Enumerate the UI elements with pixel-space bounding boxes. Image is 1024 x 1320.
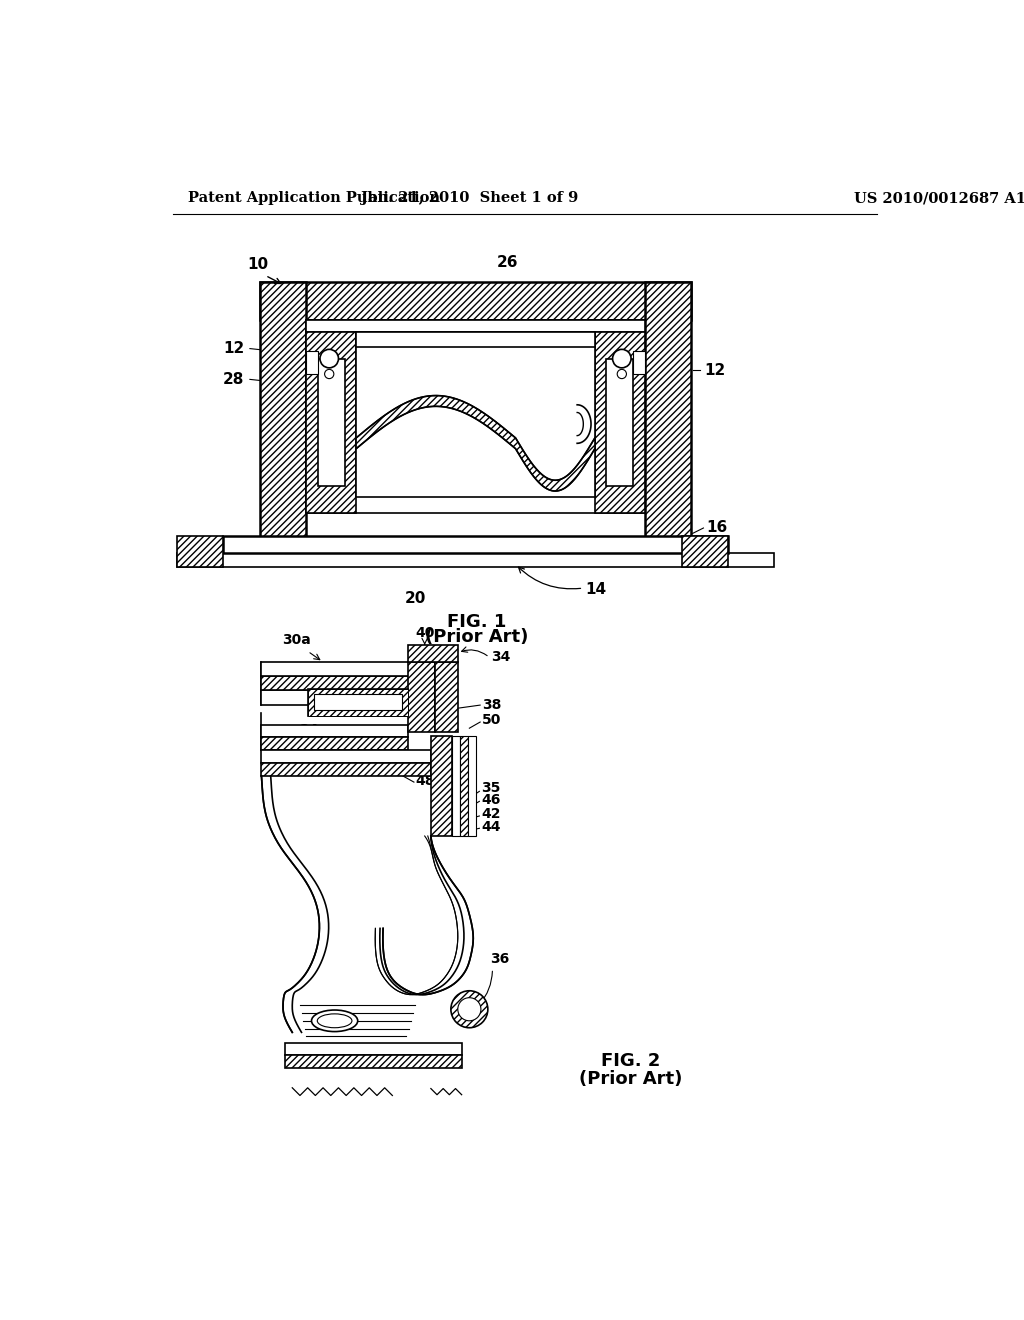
Text: Jan. 21, 2010  Sheet 1 of 9: Jan. 21, 2010 Sheet 1 of 9 (360, 191, 578, 206)
Bar (261, 663, 419, 676)
Text: US 2010/0012687 A1: US 2010/0012687 A1 (854, 191, 1024, 206)
Bar (453, 737, 460, 836)
Text: 10: 10 (247, 256, 268, 272)
Bar (408, 645, 458, 663)
Bar (306, 321, 645, 331)
Bar (261, 725, 408, 738)
Text: 20a: 20a (292, 746, 322, 760)
Circle shape (451, 991, 487, 1028)
Bar (306, 331, 356, 512)
Bar (307, 689, 408, 715)
Circle shape (325, 370, 334, 379)
Text: 36: 36 (490, 952, 509, 966)
Text: 50: 50 (481, 714, 501, 727)
Bar (595, 331, 645, 512)
Polygon shape (356, 396, 595, 491)
Text: 24a: 24a (300, 723, 329, 737)
Bar (435, 663, 458, 733)
Text: 28: 28 (223, 372, 245, 387)
Bar (177, 536, 223, 566)
Bar (356, 331, 595, 347)
Bar (261, 738, 408, 750)
Text: 14: 14 (585, 582, 606, 597)
Text: 12: 12 (223, 341, 245, 356)
Text: 16: 16 (707, 520, 728, 536)
Text: 12: 12 (705, 363, 725, 378)
Bar (261, 763, 431, 776)
Bar (260, 281, 691, 321)
Bar (313, 694, 401, 710)
Text: 38: 38 (481, 698, 501, 711)
Text: 22: 22 (608, 416, 630, 432)
Text: 42: 42 (481, 808, 501, 821)
Bar (431, 737, 453, 836)
Text: 48: 48 (416, 774, 435, 788)
Bar (285, 1043, 462, 1056)
Text: FIG. 1: FIG. 1 (447, 612, 507, 631)
Text: Patent Application Publication: Patent Application Publication (188, 191, 440, 206)
Bar (261, 690, 419, 705)
Bar (306, 321, 645, 512)
Text: 44: 44 (481, 820, 501, 834)
Polygon shape (261, 776, 329, 1032)
Bar (177, 553, 774, 566)
Bar (468, 737, 475, 836)
Circle shape (458, 998, 481, 1020)
Circle shape (612, 350, 631, 368)
Text: 18: 18 (707, 552, 728, 566)
Bar (317, 359, 345, 486)
Text: 35: 35 (481, 781, 501, 795)
Bar (460, 737, 468, 836)
Text: 52: 52 (334, 690, 353, 705)
Text: 40: 40 (415, 626, 434, 640)
Bar (260, 281, 306, 552)
Bar (634, 351, 645, 374)
Bar (408, 663, 435, 733)
Text: (Prior Art): (Prior Art) (580, 1069, 683, 1088)
Circle shape (319, 350, 339, 368)
Text: 54: 54 (301, 762, 321, 775)
Bar (307, 689, 408, 715)
Bar (682, 536, 728, 566)
Ellipse shape (311, 1010, 357, 1032)
Bar (285, 1056, 462, 1068)
Bar (356, 331, 595, 498)
Bar (261, 676, 419, 689)
Circle shape (617, 370, 627, 379)
Text: 30: 30 (455, 389, 476, 405)
Bar (306, 351, 317, 374)
Bar (261, 750, 431, 763)
Ellipse shape (317, 1014, 352, 1028)
Text: 34: 34 (490, 651, 510, 664)
Text: 24: 24 (600, 405, 622, 420)
Polygon shape (380, 836, 473, 995)
Bar (606, 359, 634, 486)
Text: 20: 20 (404, 591, 426, 606)
Text: 46: 46 (481, 793, 501, 807)
Text: 26: 26 (497, 255, 518, 271)
Text: FIG. 2: FIG. 2 (601, 1052, 660, 1069)
Text: (Prior Art): (Prior Art) (425, 628, 528, 647)
Text: 30a: 30a (283, 634, 311, 647)
Bar (223, 536, 728, 553)
Bar (645, 281, 691, 552)
